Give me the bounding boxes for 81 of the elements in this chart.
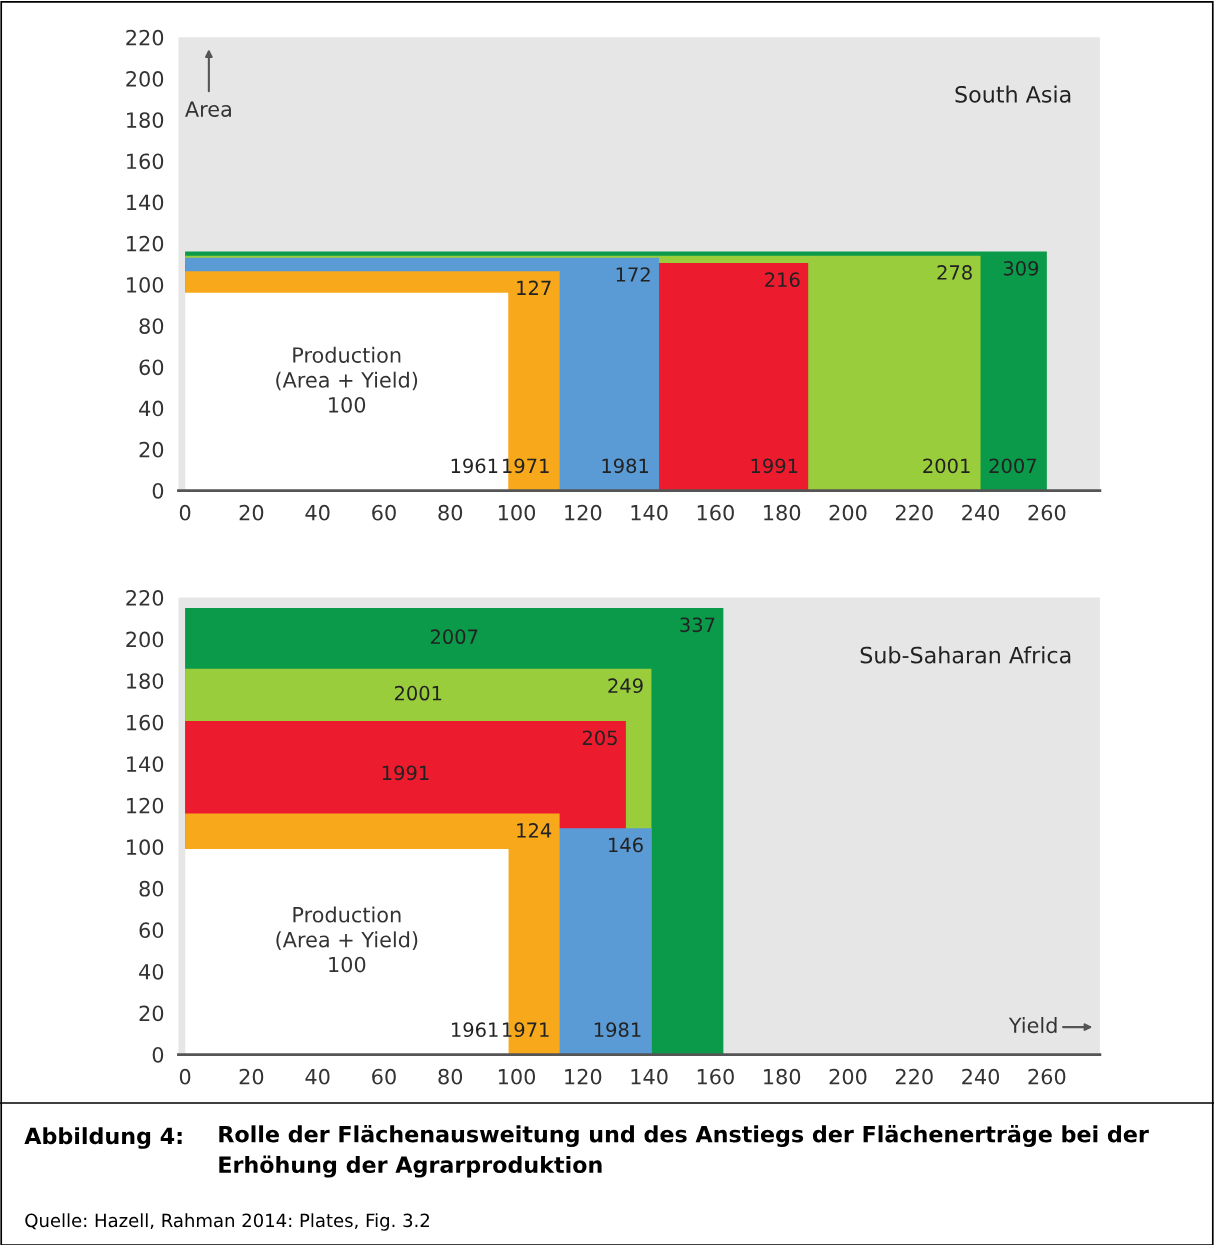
series-label: 1981 (602, 458, 649, 474)
y-tick-label: 100 (127, 276, 164, 293)
x-tick-label: 100 (498, 1068, 536, 1085)
x-tick-label: 40 (305, 504, 330, 521)
y-tick-label: 180 (127, 673, 164, 689)
x-tick-label: 240 (962, 504, 1000, 521)
x-tick-label: 100 (498, 504, 536, 521)
annotation: 309 (1003, 260, 1039, 276)
y-tick-label: 140 (127, 756, 164, 772)
y-tick-label: 100 (127, 839, 164, 856)
x-tick-label: 160 (697, 1068, 734, 1085)
y-tick-label: 20 (139, 1005, 164, 1022)
x-tick-label: 80 (438, 504, 463, 521)
y-tick-label: 60 (139, 922, 164, 939)
y-tick-label: 80 (139, 880, 164, 897)
x-tick-label: 140 (631, 1068, 668, 1085)
series-label: 1961 (452, 1022, 498, 1038)
annotation: Production (Area + Yield) 100 (276, 346, 418, 413)
annotation: 172 (616, 267, 650, 282)
x-tick-label: 20 (239, 504, 264, 521)
x-tick-label: 220 (895, 504, 933, 521)
x-tick-label: 60 (372, 504, 396, 521)
x-tick-label: 0 (179, 1068, 191, 1085)
y-tick-label: 40 (139, 963, 164, 980)
y-tick-label: 120 (127, 235, 164, 252)
series-label: 1991 (751, 458, 798, 474)
y-tick-label: 80 (139, 318, 164, 334)
x-tick-label: 80 (438, 1068, 463, 1085)
x-tick-label: 200 (829, 1068, 867, 1085)
y-tick-label: 220 (126, 29, 164, 46)
y-tick-label: 180 (127, 112, 164, 128)
x-tick-label: 240 (962, 1068, 1000, 1085)
series-label: 1991 (382, 765, 429, 781)
source-note: Quelle: Hazell, Rahman 2014: Plates, Fig. 3.2 (25, 1213, 429, 1231)
text: Abbildung 4: (24, 1127, 182, 1149)
y-tick-label: 0 (152, 1046, 164, 1063)
x-tick-label: 180 (764, 504, 801, 521)
y-tick-label: 160 (127, 153, 164, 170)
y-tick-label: 200 (126, 631, 164, 648)
series-label: 2001 (394, 685, 442, 701)
y-tick-label: 220 (126, 590, 164, 606)
x-tick-label: 200 (829, 504, 867, 521)
series-label: 1981 (594, 1022, 641, 1038)
series-label: 1961 (451, 458, 498, 474)
annotation: 278 (937, 265, 972, 280)
text: Sub-Saharan Africa (860, 646, 1071, 664)
annotation: 216 (765, 272, 800, 288)
x-tick-label: 220 (895, 1068, 933, 1085)
x-tick-label: 60 (372, 1068, 396, 1085)
text: South Asia (955, 85, 1071, 103)
y-tick-label: 140 (127, 194, 164, 211)
series-label: 2007 (430, 629, 478, 645)
x-tick-label: 180 (764, 1068, 801, 1085)
x-tick-label: 140 (631, 504, 668, 521)
y-tick-label: 60 (139, 359, 164, 376)
y-axis-title: Area (185, 101, 231, 117)
y-tick-label: 120 (127, 797, 164, 814)
annotation: Production (Area + Yield) 100 (276, 906, 418, 973)
y-tick-label: 20 (139, 441, 164, 458)
y-tick-label: 160 (127, 714, 164, 731)
x-tick-label: 120 (565, 1068, 602, 1085)
x-tick-label: 260 (1028, 1068, 1066, 1085)
series-label: 2001 (923, 458, 970, 474)
annotation: 205 (582, 730, 617, 746)
annotation: 127 (517, 280, 551, 295)
series-label: 2007 (989, 458, 1036, 474)
text: Rolle der Flächenausweitung und des Anstiegs der Flächenerträge bei der Erhöhung der Agrarproduktion (219, 1125, 1149, 1178)
x-tick-label: 260 (1028, 504, 1066, 521)
annotation: 249 (608, 678, 643, 694)
x-tick-label: 40 (305, 1068, 330, 1085)
y-tick-label: 0 (152, 482, 164, 499)
x-tick-label: 20 (239, 1068, 264, 1085)
x-tick-label: 0 (179, 504, 191, 521)
x-tick-label: 160 (697, 504, 734, 521)
annotation: 337 (680, 617, 715, 633)
annotation: 146 (609, 837, 643, 853)
y-tick-label: 40 (139, 400, 164, 417)
x-tick-label: 120 (565, 504, 602, 521)
y-tick-label: 200 (126, 71, 164, 87)
x-axis-title: Yield (1008, 1017, 1057, 1034)
annotation: 124 (517, 823, 552, 838)
